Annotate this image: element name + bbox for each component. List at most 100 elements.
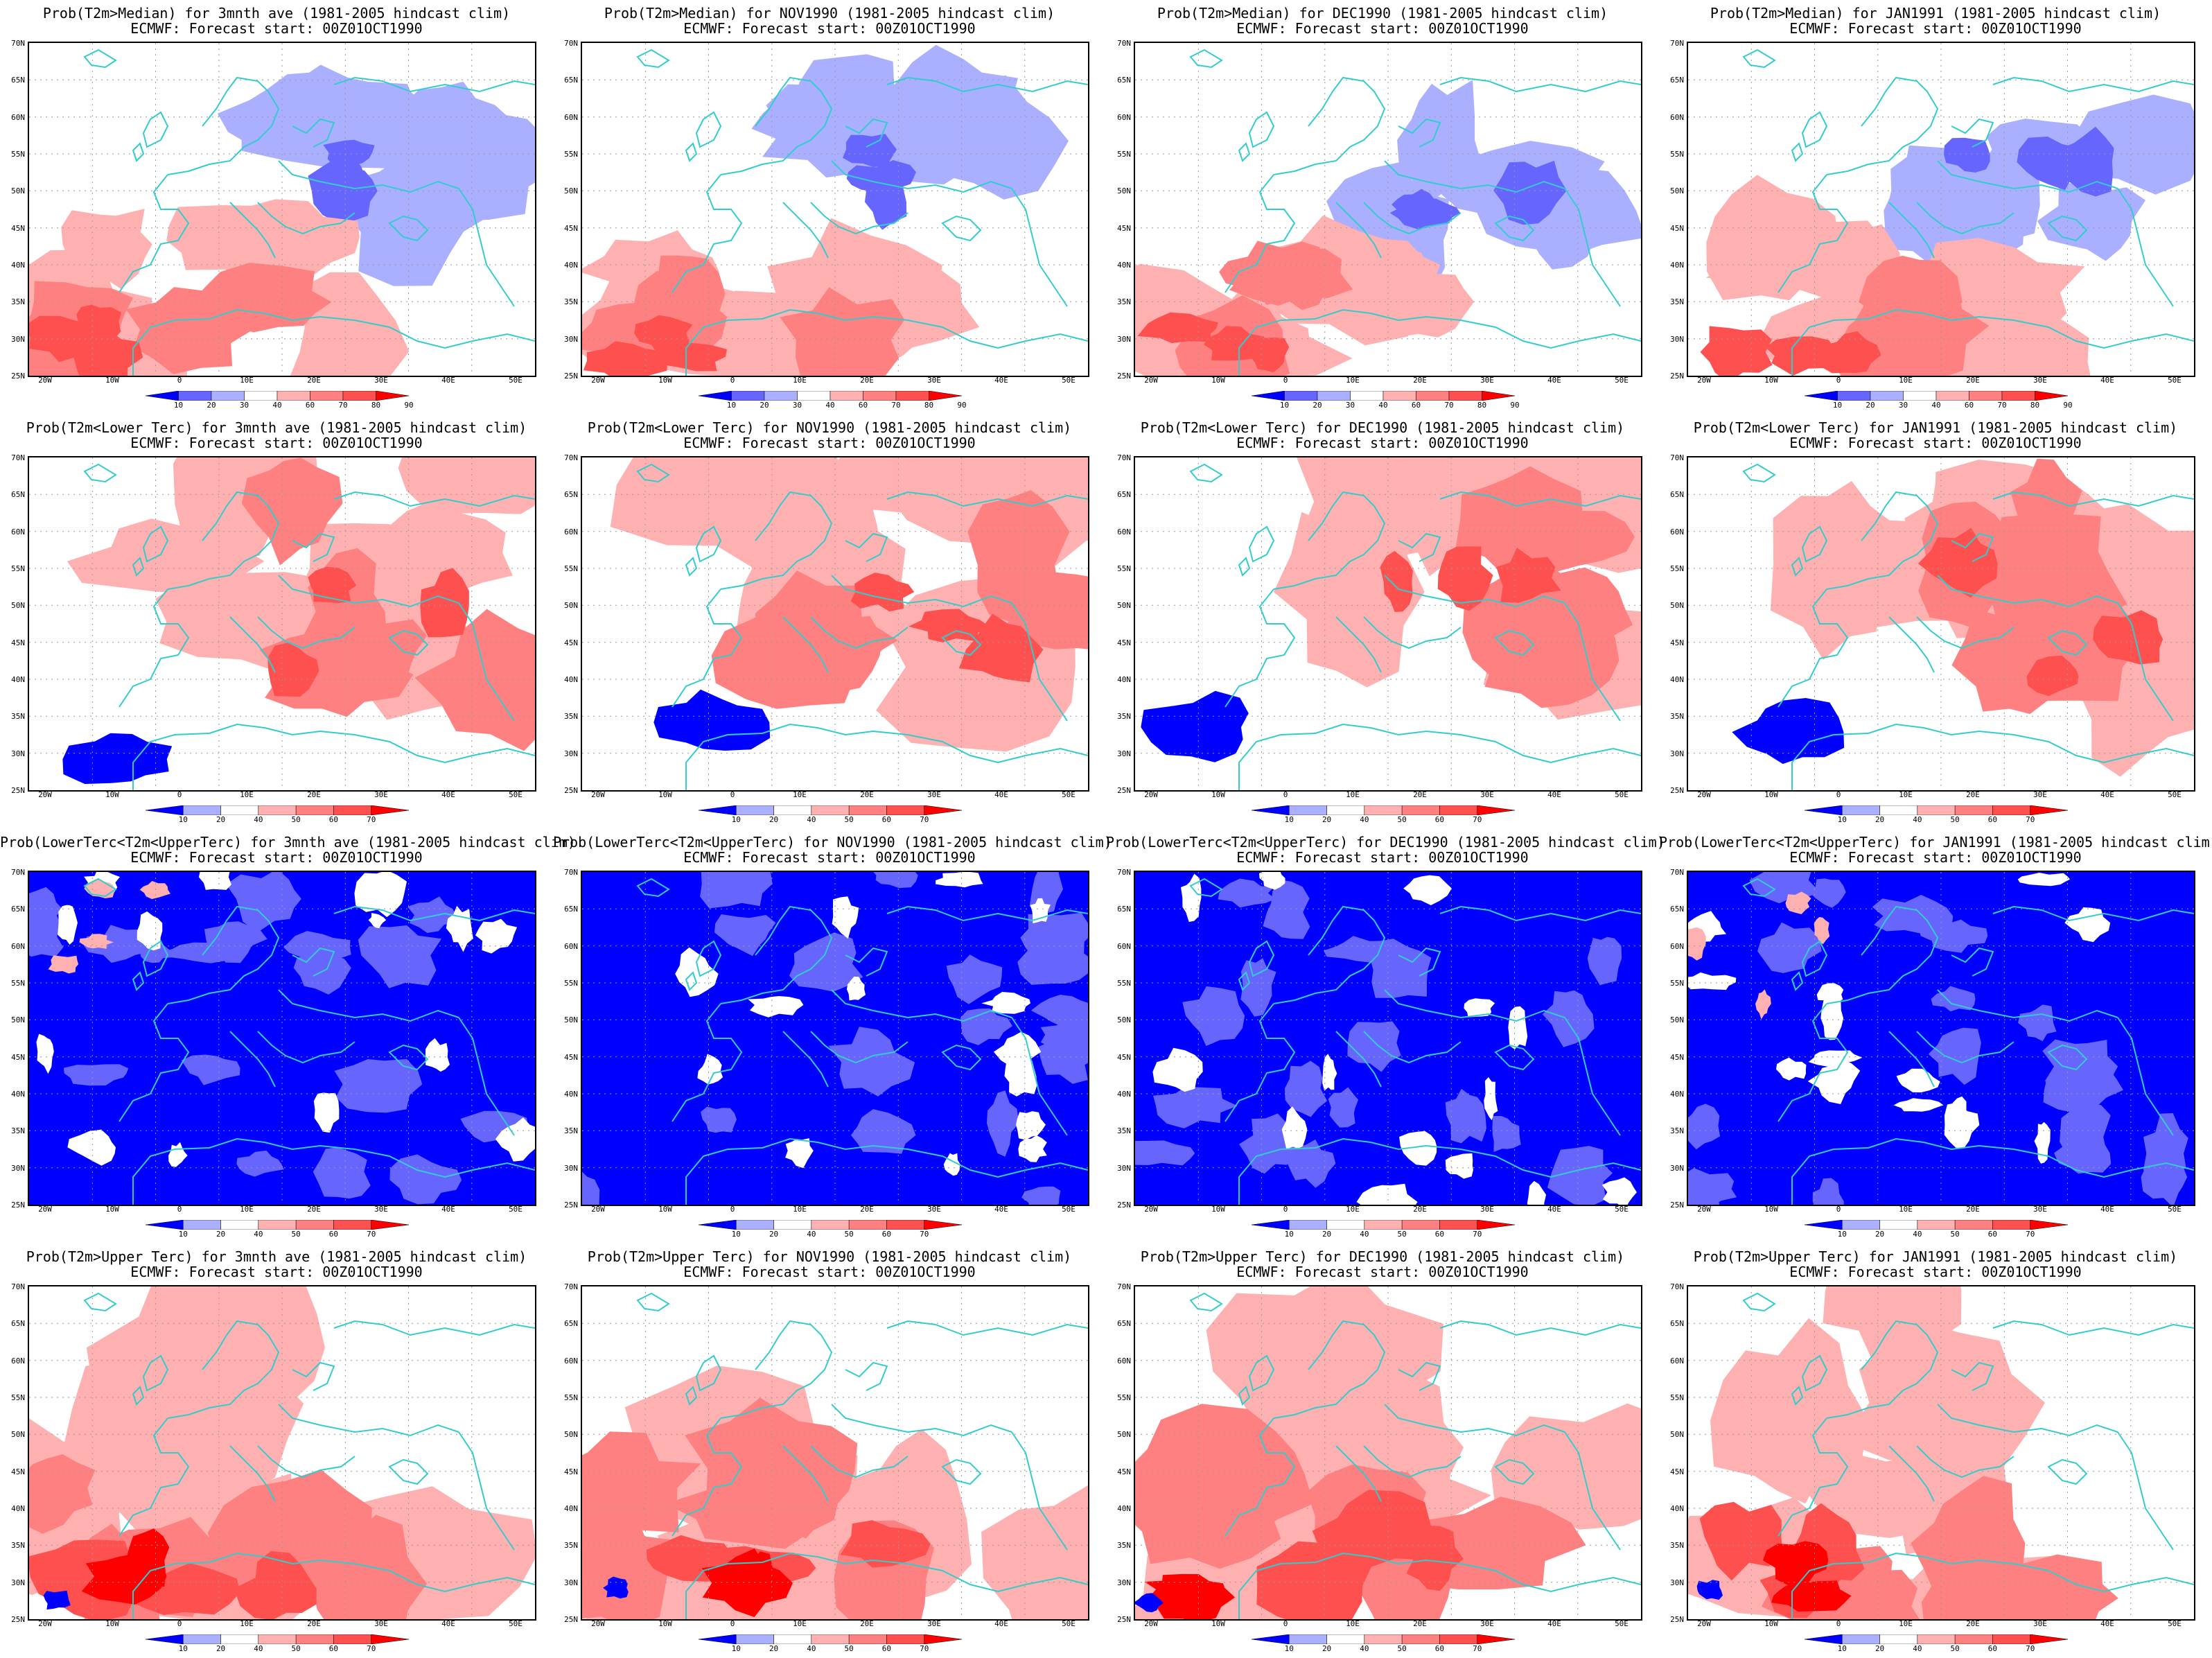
colorbar-swatch (1364, 1220, 1403, 1230)
colorbar (699, 805, 962, 815)
probability-contour (1988, 514, 2127, 630)
probability-contour (909, 75, 1069, 200)
coastline (886, 76, 1088, 93)
colorbar-swatch (183, 805, 221, 815)
coastline (388, 215, 429, 242)
coastline (1801, 111, 1828, 148)
coastline (1273, 76, 1386, 175)
probability-contour (1820, 995, 1844, 1040)
map-area (1134, 456, 1642, 792)
longitude-label: 10E (1899, 376, 1913, 385)
colorbar-label: 50 (844, 1644, 854, 1653)
coastline (119, 1417, 190, 1537)
latitude-label: 65N (1117, 490, 1131, 500)
latitude-label: 25N (1117, 372, 1131, 381)
coastline (1888, 1445, 1935, 1502)
longitude-label: 40E (1547, 790, 1561, 799)
coastline (1273, 1320, 1386, 1419)
longitude-label: 40E (2100, 1619, 2114, 1628)
colorbar-swatch (1954, 1634, 1993, 1644)
latitude-label: 60N (564, 527, 578, 536)
colorbar-label: 10 (1837, 1644, 1847, 1653)
forecast-panel: Prob(T2m>Upper Terc) for JAN1991 (1981-2… (1659, 1244, 2212, 1658)
longitude-label: 0 (1283, 790, 1288, 799)
probability-contour (1182, 986, 1245, 1047)
probability-contour (748, 996, 804, 1018)
longitude-label: 20W (1144, 1619, 1158, 1628)
longitude-label: 50E (1615, 376, 1629, 385)
latitude-label: 45N (564, 638, 578, 647)
colorbar-label: 70 (920, 815, 929, 824)
colorbar-label: 50 (291, 1644, 301, 1653)
longitude-label: 20E (307, 1619, 321, 1628)
longitude-label: 10W (105, 376, 119, 385)
probability-contour (1699, 1501, 1783, 1581)
coastline (1742, 1292, 1776, 1312)
coastline (845, 118, 888, 148)
coastline (1937, 1404, 2118, 1437)
probability-contour (137, 911, 163, 951)
probability-contour (1403, 875, 1452, 905)
coastline (1224, 1417, 1296, 1537)
coastline (1778, 588, 1849, 708)
panel-title: Prob(T2m>Median) for 3mnth ave (1981-200… (42, 5, 511, 21)
colorbar-label: 30 (792, 401, 802, 410)
latitude-label: 40N (11, 1090, 25, 1099)
latitude-label: 70N (564, 39, 578, 48)
coastline (1363, 202, 1462, 235)
probability-contour (62, 733, 173, 784)
probability-contour (1710, 1318, 1869, 1504)
coastline (1398, 1361, 1441, 1391)
colorbar-swatch (183, 1220, 221, 1230)
probability-contour (236, 1150, 284, 1177)
coastline (229, 1031, 276, 1088)
forecast-panel: Prob(T2m<Lower Terc) for 3mnth ave (1981… (0, 414, 553, 829)
coastline (1791, 557, 1804, 577)
latitude-label: 65N (1117, 1319, 1131, 1329)
latitude-label: 70N (1117, 453, 1131, 462)
coastline (1742, 49, 1776, 69)
colorbar-label: 10 (731, 1644, 741, 1653)
longitude-label: 10E (793, 1205, 807, 1214)
coastline (1791, 723, 2194, 790)
longitude-label: 10E (793, 1619, 807, 1628)
longitude-label: 10E (1899, 790, 1913, 799)
latitude-label: 70N (1117, 868, 1131, 877)
probability-contour (313, 1147, 371, 1199)
probability-contour (1322, 1054, 1337, 1091)
coastline (1826, 905, 1939, 1004)
colorbar-swatch (1805, 1220, 1843, 1230)
panel-forecast-start: ECMWF: Forecast start: 00Z01OCT1990 (1236, 20, 1529, 37)
colorbar-swatch (1401, 1220, 1440, 1230)
colorbar-swatch (333, 1634, 371, 1644)
coastline (1564, 602, 1621, 722)
coastline (1564, 188, 1621, 307)
probability-contour (241, 457, 343, 566)
colorbar-swatch (1879, 1634, 1918, 1644)
longitude-label: 40E (2100, 790, 2114, 799)
latitude-label: 40N (564, 1090, 578, 1099)
forecast-panel: Prob(T2m>Upper Terc) for DEC1990 (1981-2… (1106, 1244, 1659, 1658)
colorbar-swatch (276, 391, 310, 401)
probability-contour (1218, 878, 1276, 908)
probability-contour (1030, 995, 1088, 1027)
colorbar-swatch (1482, 391, 1515, 401)
longitude-label: 20W (591, 790, 605, 799)
longitude-label: 40E (994, 1619, 1008, 1628)
longitude-label: 50E (1062, 376, 1076, 385)
colorbar-label: 80 (1477, 401, 1487, 410)
coastline (278, 989, 459, 1022)
probability-contour (832, 896, 859, 939)
probability-contour (1896, 1068, 1940, 1092)
probability-contour (313, 1092, 340, 1133)
probability-contour (495, 1117, 535, 1162)
latitude-label: 70N (1670, 39, 1684, 48)
colorbar-label: 30 (239, 401, 249, 410)
longitude-label: 50E (2168, 1205, 2182, 1214)
probability-contour (1020, 912, 1088, 970)
forecast-panel: Prob(LowerTerc<T2m<UpperTerc) for NOV199… (553, 829, 1112, 1244)
colorbar-label: 40 (254, 815, 263, 824)
probability-contour (1406, 1525, 1464, 1591)
coastline (1951, 1361, 1994, 1391)
